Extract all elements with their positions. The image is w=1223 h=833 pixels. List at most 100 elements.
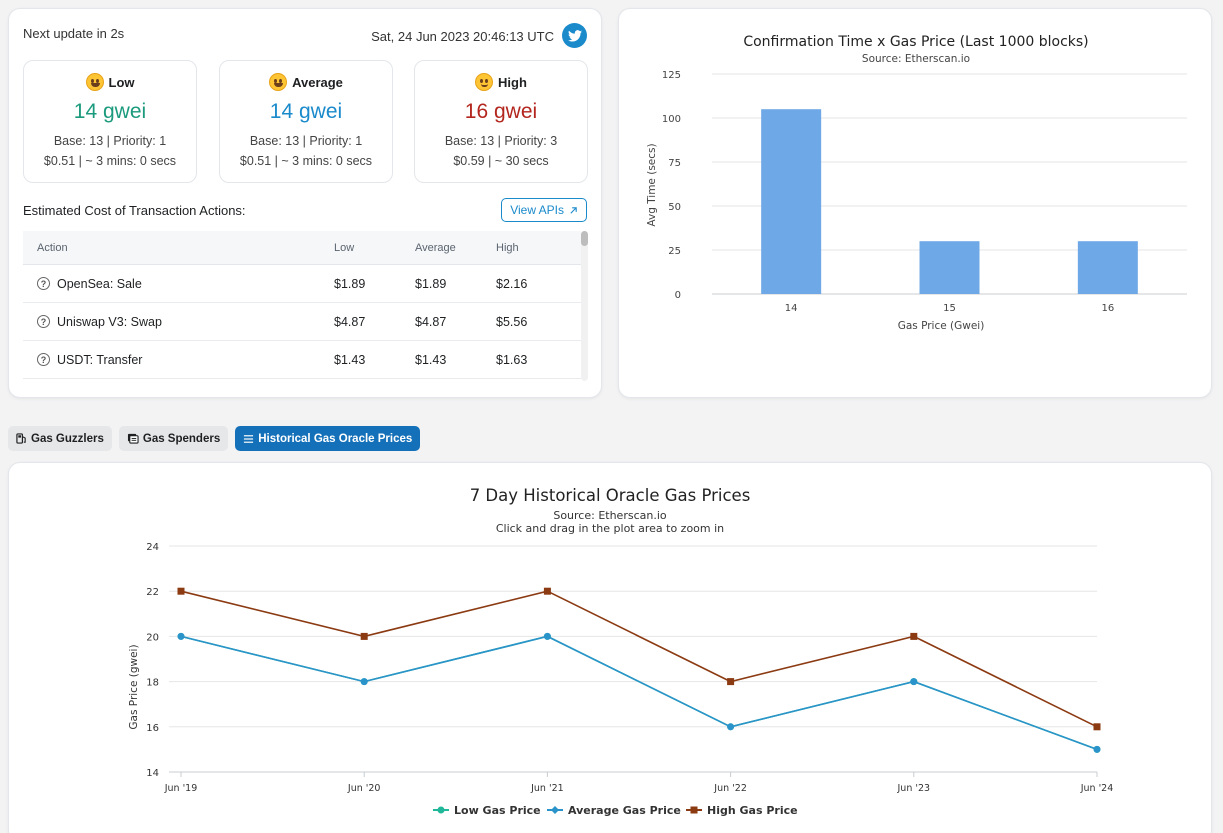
cell-average: $4.87: [415, 314, 447, 329]
confirmation-chart-card: Confirmation Time x Gas Price (Last 1000…: [618, 8, 1212, 398]
column-header-action: Action: [37, 241, 68, 254]
x-tick-label: 15: [943, 303, 956, 314]
question-icon[interactable]: ?: [37, 277, 50, 290]
table-row: ? Uniswap V3: Swap $4.87 $4.87 $5.56: [23, 303, 581, 341]
legend-item-label[interactable]: High Gas Price: [707, 804, 798, 817]
tab-gas-guzzlers[interactable]: Gas Guzzlers: [8, 426, 112, 451]
question-icon[interactable]: ?: [37, 315, 50, 328]
legend-item-label[interactable]: Low Gas Price: [454, 804, 541, 817]
data-point[interactable]: [727, 678, 735, 686]
scrollbar-thumb[interactable]: [581, 231, 588, 246]
twitter-share-button[interactable]: [562, 23, 587, 48]
y-tick-label: 14: [146, 768, 159, 779]
confirmation-bar-chart[interactable]: Confirmation Time x Gas Price (Last 1000…: [619, 9, 1213, 399]
tier-high-base: Base: 13 | Priority: 3: [444, 134, 558, 148]
table-scrollbar[interactable]: [581, 231, 588, 381]
tier-low-label: Low: [108, 74, 135, 90]
column-header-average: Average: [415, 241, 456, 254]
estimated-cost-label: Estimated Cost of Transaction Actions:: [23, 203, 246, 218]
tab-historical-gas-oracle-prices[interactable]: Historical Gas Oracle Prices: [235, 426, 421, 451]
y-tick-label: 18: [146, 678, 159, 689]
data-point[interactable]: [360, 632, 368, 640]
tab-historical-label: Historical Gas Oracle Prices: [258, 432, 413, 445]
y-tick-label: 20: [146, 632, 159, 643]
list-icon: [244, 434, 254, 443]
tier-high-label: High: [498, 74, 527, 90]
table-header: Action Low Average High: [23, 231, 581, 265]
question-icon[interactable]: ?: [37, 353, 50, 366]
tier-high: High 16 gwei Base: 13 | Priority: 3 $0.5…: [414, 60, 588, 183]
y-tick-label: 24: [146, 542, 159, 553]
table-row: ? USDT: Transfer $1.43 $1.43 $1.63: [23, 341, 581, 379]
legend-item-label[interactable]: Average Gas Price: [568, 804, 681, 817]
view-apis-label: View APIs: [510, 203, 564, 217]
cell-average: $1.89: [415, 276, 447, 291]
tier-average-cost: $0.51 | ~ 3 mins: 0 secs: [239, 154, 373, 168]
receipt-icon: [127, 433, 139, 444]
data-point[interactable]: [177, 632, 185, 640]
x-tick-label: Jun '23: [897, 783, 931, 794]
gas-tracker-card: Next update in 2s Sat, 24 Jun 2023 20:46…: [8, 8, 602, 398]
legend-marker: [551, 806, 559, 814]
smile-emoji-icon: [269, 73, 288, 91]
table-row: ? OpenSea: Sale $1.89 $1.89 $2.16: [23, 265, 581, 303]
gas-pump-icon: [16, 433, 26, 444]
data-point[interactable]: [177, 587, 185, 595]
y-tick-label: 0: [675, 290, 681, 301]
data-point[interactable]: [910, 632, 918, 640]
y-tick-label: 100: [662, 114, 681, 125]
tab-gas-spenders[interactable]: Gas Spenders: [118, 426, 229, 451]
series-line[interactable]: [180, 590, 1098, 728]
cell-low: $1.89: [334, 276, 366, 291]
bar[interactable]: [761, 109, 822, 294]
column-header-high: High: [496, 241, 519, 254]
cell-low: $1.43: [334, 352, 366, 367]
line-chart-title: 7 Day Historical Oracle Gas Prices: [470, 486, 751, 505]
timestamp: Sat, 24 Jun 2023 20:46:13 UTC: [371, 29, 554, 44]
y-tick-label: 16: [146, 723, 159, 734]
bar-chart-title: Confirmation Time x Gas Price (Last 1000…: [743, 34, 1088, 50]
y-tick-label: 22: [146, 587, 159, 598]
bar[interactable]: [1077, 241, 1138, 294]
tab-gas-spenders-label: Gas Spenders: [142, 432, 221, 445]
x-tick-label: Jun '19: [164, 783, 198, 794]
tier-average-base: Base: 13 | Priority: 1: [249, 134, 363, 148]
series-line[interactable]: [180, 635, 1098, 751]
series-line[interactable]: [180, 635, 1098, 751]
bar-chart-xlabel: Gas Price (Gwei): [898, 320, 985, 332]
twitter-icon: [567, 29, 582, 42]
historical-line-chart[interactable]: 7 Day Historical Oracle Gas Prices Sourc…: [9, 463, 1213, 833]
x-tick-label: 16: [1101, 303, 1114, 314]
data-point[interactable]: [910, 678, 918, 686]
bar-chart-subtitle: Source: Etherscan.io: [862, 53, 970, 65]
y-tick-label: 125: [662, 70, 681, 81]
data-point[interactable]: [543, 587, 551, 595]
historical-chart-card: 7 Day Historical Oracle Gas Prices Sourc…: [8, 462, 1212, 833]
x-tick-label: Jun '21: [530, 783, 564, 794]
x-tick-label: 14: [785, 303, 798, 314]
y-tick-label: 75: [668, 158, 681, 169]
bar-chart-ylabel: Avg Time (secs): [646, 143, 658, 226]
legend-marker: [437, 806, 445, 814]
action-name: Uniswap V3: Swap: [57, 314, 162, 329]
data-point[interactable]: [1093, 723, 1101, 731]
data-point[interactable]: [360, 678, 368, 686]
cell-high: $1.63: [496, 352, 528, 367]
slight-smile-emoji-icon: [475, 73, 494, 91]
tier-average-label: Average: [292, 74, 343, 90]
bar[interactable]: [919, 241, 980, 294]
data-point[interactable]: [1093, 745, 1101, 753]
cell-low: $4.87: [334, 314, 366, 329]
data-point[interactable]: [543, 632, 551, 640]
tier-low: Low 14 gwei Base: 13 | Priority: 1 $0.51…: [23, 60, 197, 183]
grin-emoji-icon: [85, 73, 104, 91]
y-tick-label: 25: [668, 246, 681, 257]
view-apis-button[interactable]: View APIs: [501, 198, 587, 222]
data-point[interactable]: [727, 723, 735, 731]
line-chart-zoom-hint: Click and drag in the plot area to zoom …: [496, 522, 724, 535]
tier-low-cost: $0.51 | ~ 3 mins: 0 secs: [43, 154, 177, 168]
tab-bar: Gas Guzzlers Gas Spenders Historical Gas…: [8, 426, 421, 451]
x-tick-label: Jun '22: [713, 783, 747, 794]
column-header-low: Low: [334, 241, 355, 254]
cell-high: $2.16: [496, 276, 528, 291]
